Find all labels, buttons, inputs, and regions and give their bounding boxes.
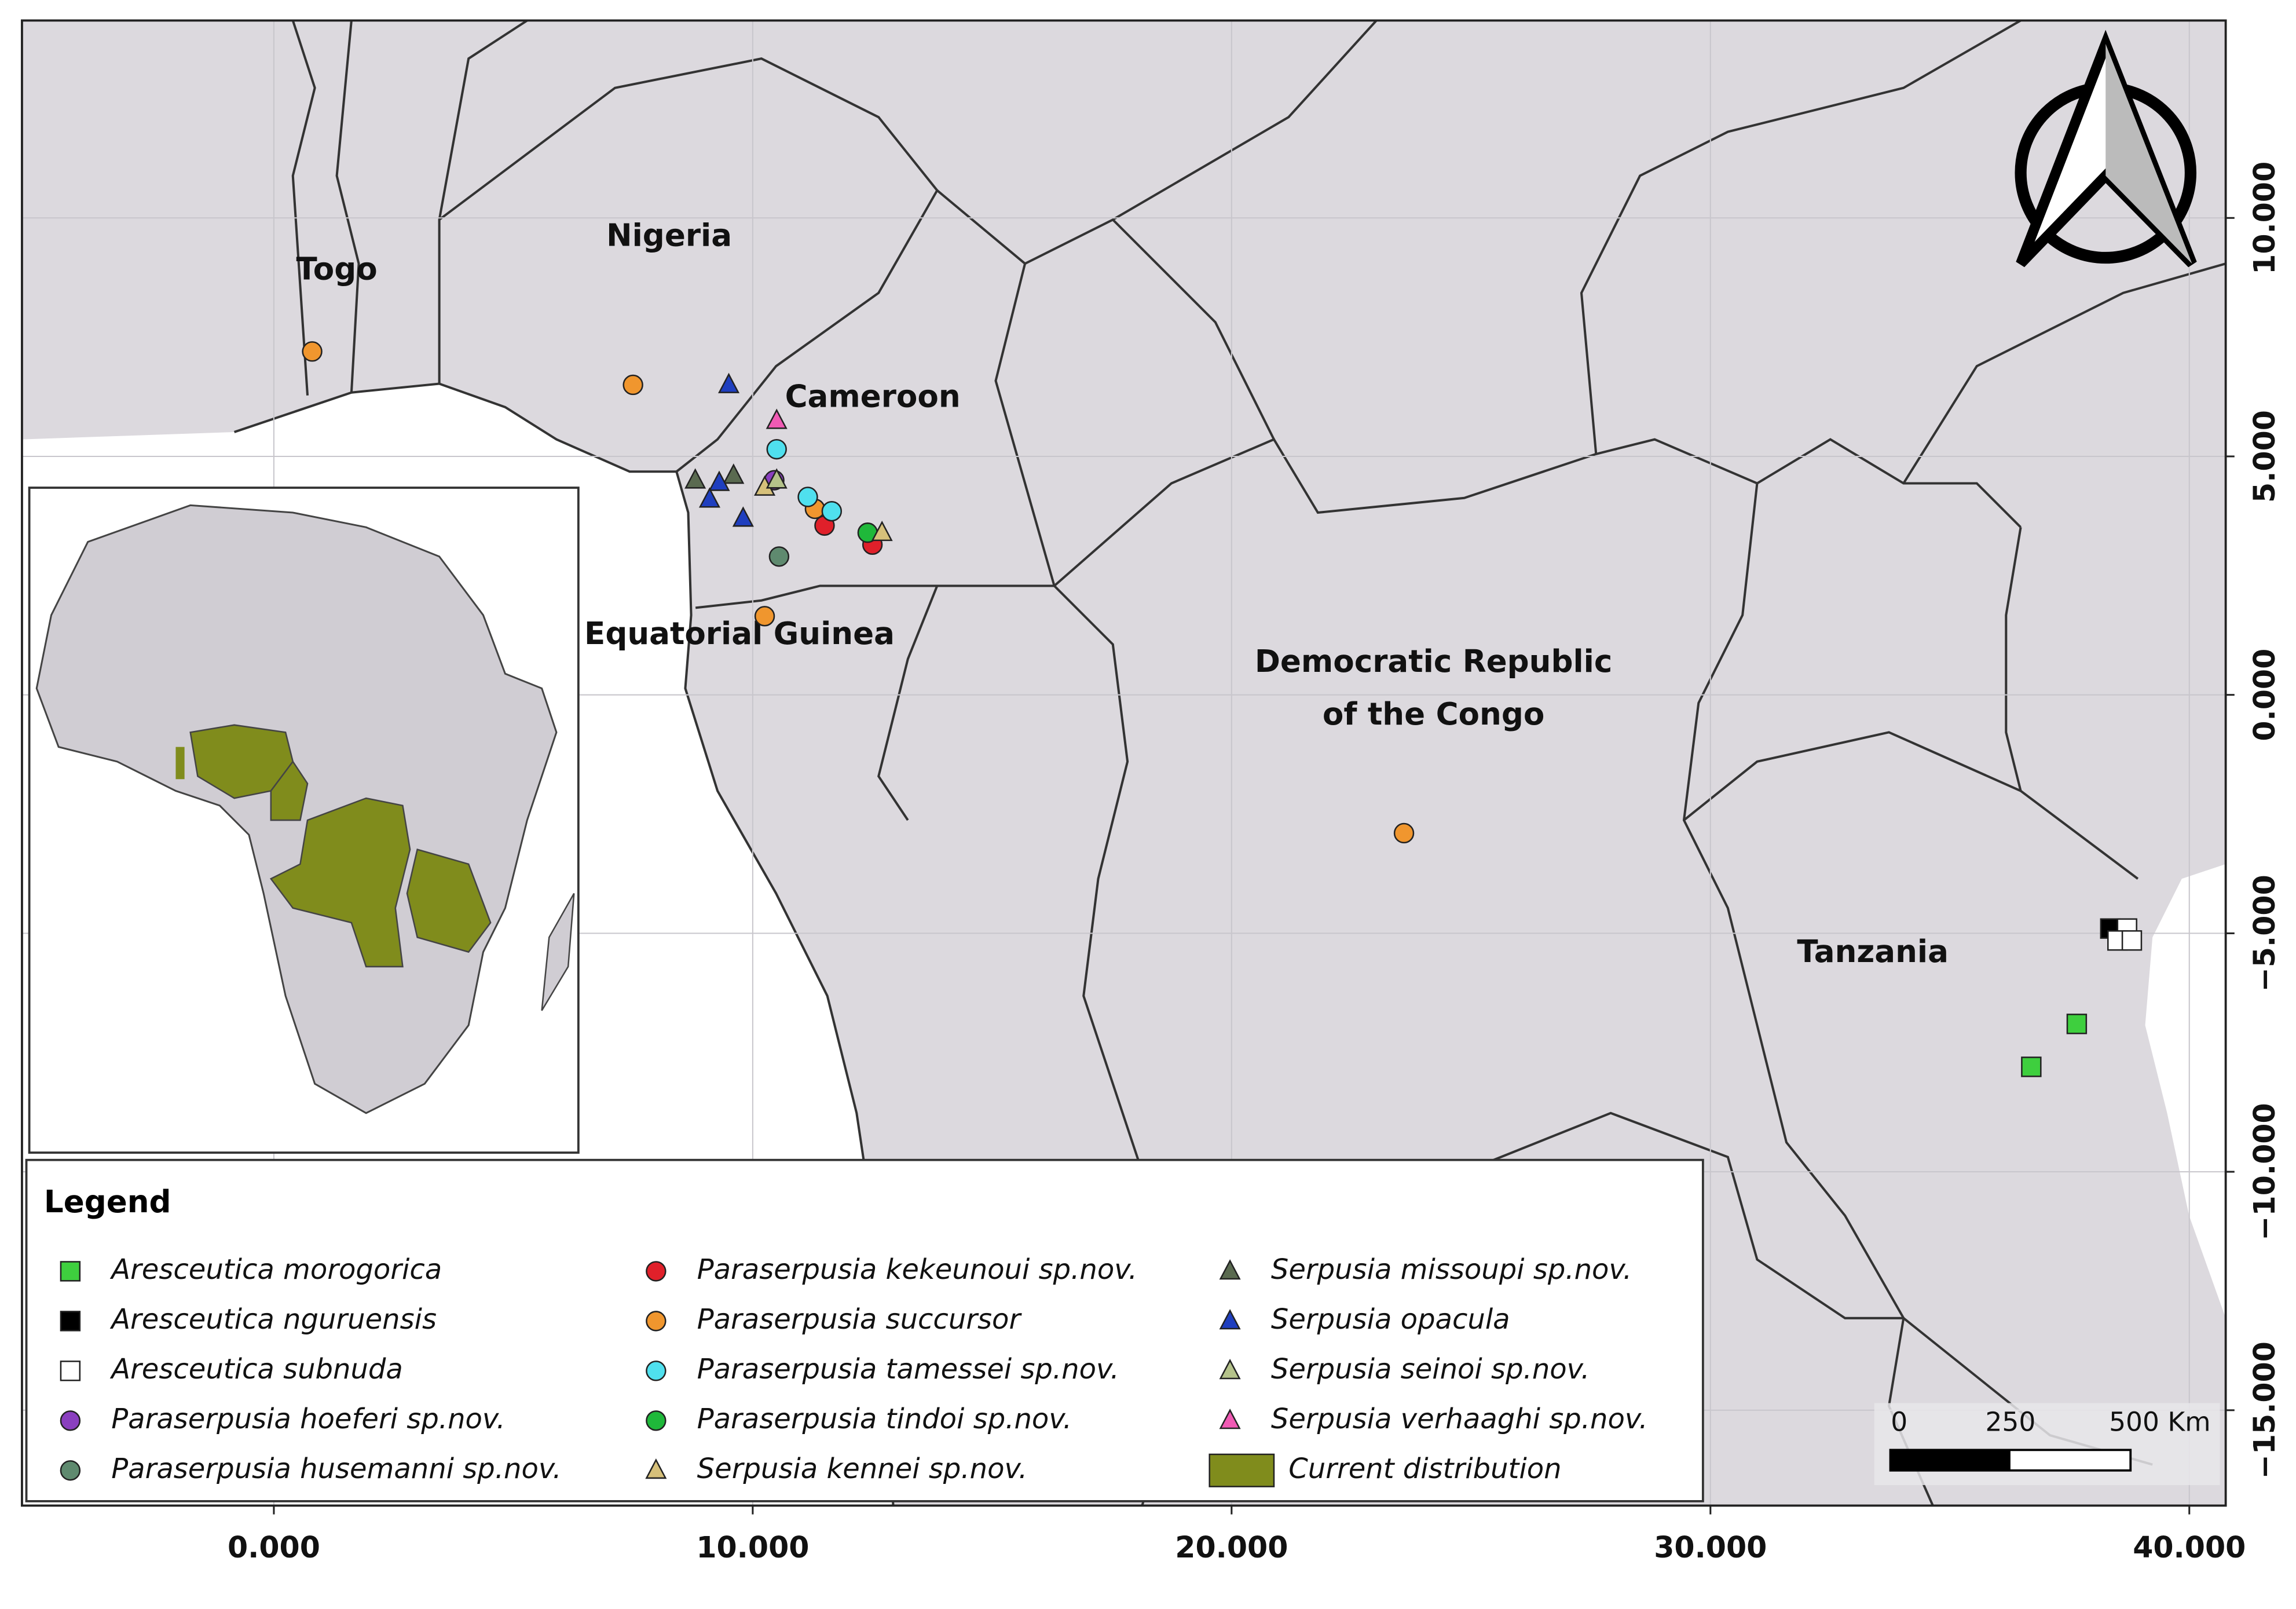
y-tick-label: −5.000	[2247, 875, 2282, 992]
legend-label: Paraserpusia tamessei sp.nov.	[697, 1353, 1119, 1385]
legend-label: Paraserpusia kekeunoui sp.nov.	[697, 1253, 1137, 1286]
inset-map	[28, 487, 580, 1154]
legend-label: Serpusia seinoi sp.nov.	[1271, 1353, 1590, 1385]
y-tick-label: −15.000	[2247, 1341, 2282, 1479]
cameroon-distribution	[270, 760, 309, 821]
occurrence-point	[821, 500, 843, 522]
y-tick-label: 0.000	[2247, 649, 2282, 741]
legend-symbol	[60, 1311, 81, 1332]
occurrence-point	[2121, 930, 2143, 951]
occurrence-point	[768, 546, 790, 567]
occurrence-point	[2021, 1056, 2042, 1077]
tanzania-distribution	[406, 849, 492, 953]
legend: Legend Aresceutica morogorica Aresceutica…	[25, 1158, 1704, 1502]
legend-symbol	[1219, 1309, 1241, 1330]
scale-bar: 0 250 500 Km	[1874, 1403, 2220, 1486]
occurrence-point	[1393, 822, 1415, 844]
legend-symbol	[1219, 1409, 1241, 1429]
legend-symbol	[646, 1361, 667, 1381]
x-tick-label: 20.000	[1175, 1530, 1288, 1564]
occurrence-point	[698, 487, 720, 508]
legend-symbol	[1219, 1259, 1241, 1280]
country-label: Tanzania	[1797, 934, 1949, 970]
occurrence-point	[302, 341, 323, 362]
legend-symbol	[60, 1460, 81, 1481]
legend-symbol	[60, 1410, 81, 1431]
country-label: of the Congo	[1323, 696, 1544, 732]
legend-title: Legend	[44, 1184, 171, 1220]
occurrence-point	[754, 606, 775, 627]
legend-symbol	[60, 1361, 81, 1381]
legend-symbol	[646, 1261, 667, 1282]
country-label: Cameroon	[785, 378, 961, 414]
occurrence-point	[766, 438, 787, 460]
legend-label: Serpusia missoupi sp.nov.	[1271, 1253, 1632, 1286]
legend-label: Paraserpusia hoeferi sp.nov.	[111, 1403, 505, 1435]
x-tick-label: 30.000	[1654, 1530, 1767, 1564]
legend-label: Paraserpusia tindoi sp.nov.	[697, 1403, 1072, 1435]
legend-label: Aresceutica morogorica	[109, 1253, 442, 1286]
occurrence-point	[2066, 1014, 2088, 1034]
occurrence-point	[684, 468, 706, 489]
occurrence-point	[723, 463, 745, 484]
occurrence-point	[718, 372, 740, 393]
legend-symbol	[60, 1261, 81, 1282]
ocean	[2145, 864, 2226, 1318]
legend-label: Serpusia kennei sp.nov.	[697, 1453, 1028, 1485]
occurrence-point	[708, 470, 730, 491]
legend-symbol	[1209, 1453, 1275, 1487]
legend-label: Paraserpusia succursor	[697, 1303, 1023, 1336]
madagascar	[541, 893, 575, 1011]
legend-label: Current distribution	[1288, 1453, 1561, 1485]
country-label: Togo	[296, 251, 378, 287]
scale-label: 250	[1985, 1406, 2035, 1437]
map-frame	[21, 19, 2227, 1507]
legend-symbol	[645, 1458, 667, 1479]
x-tick-label: 40.000	[2133, 1530, 2246, 1564]
y-tick-label: −10.000	[2247, 1103, 2282, 1240]
occurrence-point	[797, 487, 818, 507]
togo-distribution	[175, 747, 185, 780]
legend-box	[25, 1158, 1704, 1502]
legend-label: Paraserpusia husemanni sp.nov.	[111, 1453, 561, 1485]
legend-label: Aresceutica subnuda	[109, 1353, 403, 1385]
y-tick-label: 10.000	[2247, 162, 2282, 275]
y-tick-label: 5.000	[2247, 410, 2282, 503]
drc-distribution	[269, 797, 411, 968]
occurrence-points	[302, 341, 2143, 1077]
scale-label: 0	[1891, 1406, 1907, 1437]
country-label: Equatorial Guinea	[584, 616, 895, 652]
x-tick-label: 0.000	[228, 1530, 320, 1564]
occurrence-point	[732, 506, 754, 527]
scale-label: 500 Km	[2109, 1406, 2210, 1437]
legend-label: Serpusia opacula	[1271, 1303, 1510, 1336]
occurrence-point	[871, 520, 893, 542]
north-arrow	[2015, 30, 2197, 268]
x-tick-label: 10.000	[696, 1530, 809, 1564]
legend-symbol	[646, 1410, 667, 1431]
legend-symbol	[1219, 1359, 1241, 1380]
borders	[233, 19, 2227, 1506]
occurrence-point	[766, 408, 788, 429]
legend-label: Serpusia verhaaghi sp.nov.	[1271, 1403, 1648, 1435]
occurrence-point	[766, 468, 788, 489]
occurrence-point	[622, 374, 643, 396]
legend-label: Aresceutica nguruensis	[109, 1303, 437, 1336]
country-label: Democratic Republic	[1255, 643, 1612, 679]
country-label: Nigeria	[606, 217, 732, 253]
legend-symbol	[646, 1311, 667, 1332]
